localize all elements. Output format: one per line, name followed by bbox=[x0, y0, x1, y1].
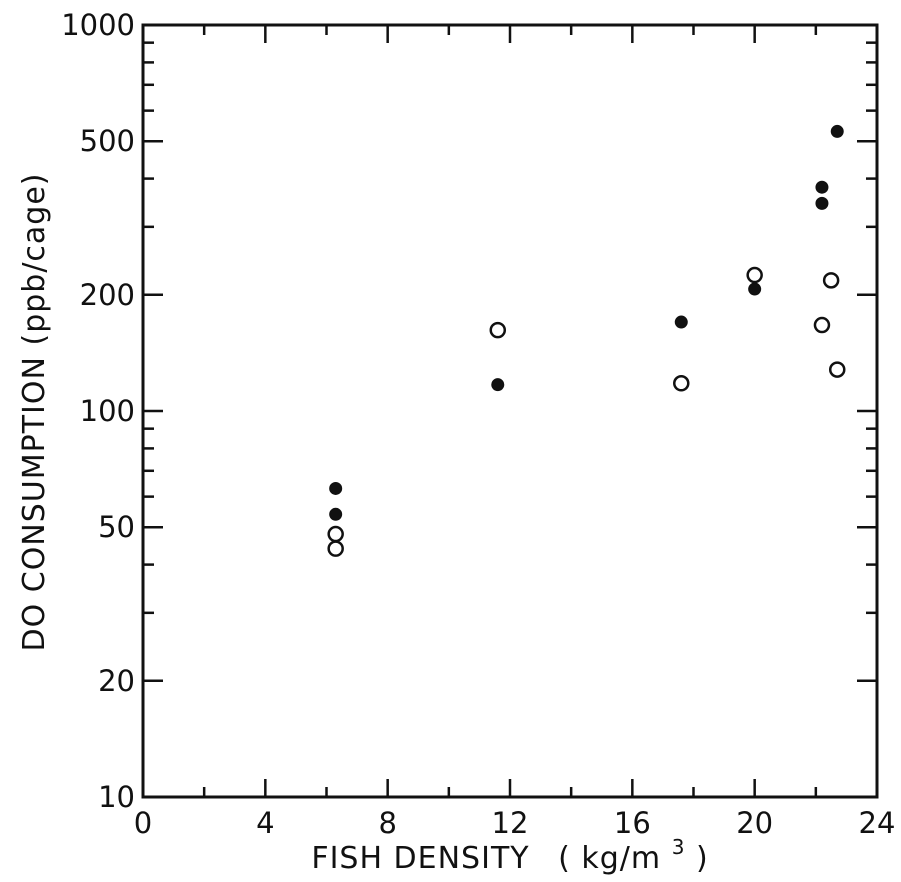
y-tick-label: 50 bbox=[98, 510, 135, 544]
open-data-point bbox=[327, 540, 344, 557]
y-tick-label: 10 bbox=[98, 780, 135, 814]
y-tick-label: 100 bbox=[80, 394, 135, 428]
filled-data-point bbox=[830, 124, 844, 138]
x-tick-label: 12 bbox=[492, 806, 529, 840]
y-tick-label: 1000 bbox=[61, 8, 135, 42]
plot-frame bbox=[141, 23, 879, 799]
axis-ticks bbox=[141, 23, 879, 799]
x-tick-label: 16 bbox=[614, 806, 651, 840]
filled-data-point bbox=[491, 378, 505, 392]
y-tick-label: 500 bbox=[80, 124, 135, 158]
open-data-point bbox=[828, 361, 846, 378]
x-axis-unit: ( kg/m bbox=[558, 841, 661, 876]
x-axis-title-text: FISH DENSITY bbox=[311, 841, 529, 876]
open-data-point bbox=[746, 266, 763, 284]
data-points bbox=[327, 124, 846, 557]
x-tick-label: 20 bbox=[736, 806, 773, 840]
tick-labels: 0 4 8 12 16 20 24 10 20 50 100 200 500 1000 bbox=[61, 8, 895, 840]
filled-data-point bbox=[329, 481, 343, 495]
x-tick-label: 24 bbox=[859, 806, 896, 840]
x-axis-unit-superscript: 3 bbox=[672, 835, 686, 859]
filled-data-point bbox=[674, 315, 688, 329]
x-axis-unit-close: ) bbox=[696, 841, 709, 876]
filled-data-point bbox=[815, 180, 829, 194]
x-tick-label: 8 bbox=[378, 806, 396, 840]
y-tick-label: 200 bbox=[80, 278, 135, 312]
x-tick-label: 0 bbox=[134, 806, 152, 840]
x-tick-label: 4 bbox=[256, 806, 274, 840]
open-data-point bbox=[822, 272, 840, 289]
open-data-point bbox=[813, 316, 831, 334]
y-tick-label: 20 bbox=[98, 664, 135, 698]
filled-data-point bbox=[329, 507, 343, 521]
open-data-point bbox=[673, 375, 690, 392]
filled-data-point bbox=[815, 196, 829, 210]
x-axis-title: FISH DENSITY ( kg/m 3 ) bbox=[311, 827, 708, 876]
open-data-point bbox=[489, 321, 507, 339]
open-data-point bbox=[327, 525, 344, 543]
filled-data-point bbox=[748, 282, 762, 296]
y-axis-title: DO CONSUMPTION (ppb/cage) bbox=[17, 172, 52, 651]
